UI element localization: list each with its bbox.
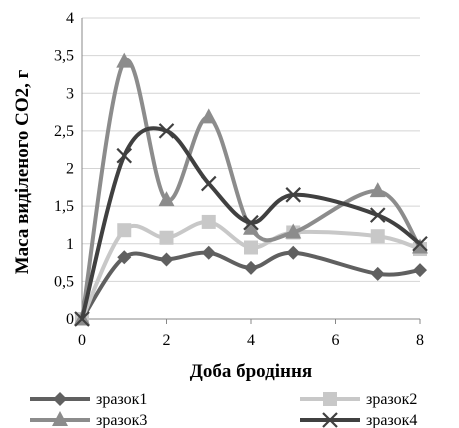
legend-label: зразок1 (96, 391, 147, 408)
legend-item: зразок2 (300, 391, 417, 408)
legend-label: зразок4 (366, 412, 417, 428)
legend-label: зразок2 (366, 391, 417, 408)
x-tick-label: 2 (163, 332, 171, 349)
legend-item: зразок3 (30, 411, 147, 428)
legend-item: зразок1 (30, 391, 147, 408)
data-point (201, 214, 216, 229)
legend-item: зразок4 (300, 412, 417, 428)
data-point (158, 191, 175, 207)
data-point (243, 219, 259, 235)
series-line (80, 57, 422, 320)
legend-marker (53, 392, 67, 406)
x-axis-title: Доба бродіння (190, 361, 312, 382)
data-point (200, 108, 217, 124)
y-tick-label: 1 (66, 236, 74, 253)
data-point (116, 147, 133, 164)
x-tick-label: 4 (247, 332, 255, 349)
data-point (413, 263, 427, 278)
data-point (116, 52, 133, 68)
series-line (80, 126, 422, 320)
data-point (117, 223, 132, 238)
data-point (74, 311, 90, 327)
y-axis-title: Маса виділеного CO2, г (12, 69, 33, 274)
data-point (117, 250, 132, 265)
data-point (244, 240, 258, 255)
data-point (200, 175, 217, 192)
x-tick-label: 6 (332, 332, 340, 349)
y-tick-label: 2 (66, 161, 74, 178)
data-point (285, 223, 302, 239)
legend: зразок1 зразок2 зразок3 зразок4 (30, 391, 417, 428)
legend-label: зразок3 (96, 412, 147, 428)
series-1 (75, 245, 427, 326)
data-point (158, 123, 175, 139)
y-tick-label: 0,5 (54, 273, 74, 290)
data-point (370, 266, 385, 281)
data-point (412, 235, 428, 252)
y-tick-label: 4 (66, 10, 74, 27)
y-tick-label: 1,5 (54, 198, 74, 215)
x-tick-labels: 0 2 4 6 8 (78, 319, 424, 349)
data-point (201, 245, 216, 260)
y-tick-label: 0 (66, 311, 74, 328)
x-tick-label: 8 (416, 332, 424, 349)
data-point (159, 230, 174, 245)
series-group (74, 52, 428, 327)
legend-marker (52, 411, 68, 426)
legend-marker (322, 412, 338, 428)
y-tick-label: 3,5 (54, 48, 74, 65)
data-point (243, 214, 259, 231)
y-tick-labels: 0 0,5 1 1,5 2 2,5 3 3,5 4 (54, 10, 74, 328)
legend-marker (323, 392, 337, 406)
x-tick-label: 0 (78, 332, 86, 349)
y-tick-label: 3 (66, 85, 74, 102)
series-4 (74, 123, 428, 327)
data-point (370, 229, 385, 244)
data-point (244, 260, 258, 275)
data-point (285, 187, 302, 203)
y-tick-label: 2,5 (54, 123, 74, 140)
data-point (159, 252, 174, 267)
data-point (286, 245, 301, 260)
data-point (369, 182, 386, 198)
data-point (412, 238, 428, 254)
data-point (369, 207, 386, 223)
